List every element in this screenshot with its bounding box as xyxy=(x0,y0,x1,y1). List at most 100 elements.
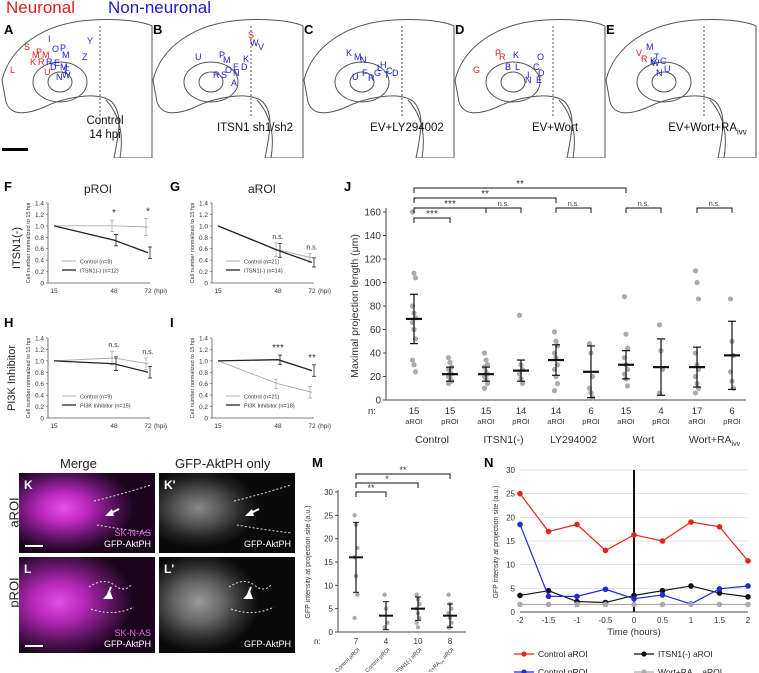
roi-label: pROI xyxy=(652,417,670,426)
legend-label: Control pROI xyxy=(538,667,588,673)
x-tick-label: -0.5 xyxy=(599,616,613,625)
sig-label: *** xyxy=(444,199,456,210)
marker-neuronal: G xyxy=(473,65,480,75)
data-point xyxy=(631,601,637,608)
legend-marker xyxy=(641,651,647,657)
significance: n.s. xyxy=(142,349,153,356)
embryo-eye xyxy=(485,61,541,103)
embryo-outline xyxy=(1,19,153,158)
marker-non-neuronal: B xyxy=(505,62,511,72)
data-point xyxy=(602,586,609,593)
data-point xyxy=(516,312,523,318)
label-lp-gfp: GFP-AktPH xyxy=(243,639,291,649)
x-tick-label: 72 xyxy=(144,288,152,295)
group-label-suffix: aROI xyxy=(441,647,456,662)
legend-label: PI3K Inhibitor (n=18) xyxy=(244,404,295,410)
x-unit: (hpi) xyxy=(154,423,167,430)
marker-non-neuronal: I xyxy=(48,34,51,44)
group-label: ITSN1(-) aROI xyxy=(394,647,424,672)
panel-label-j: J xyxy=(344,179,352,194)
group-label: ITSN1(-) xyxy=(483,434,523,446)
marker-non-neuronal: K xyxy=(346,48,352,58)
roi-label: aROI xyxy=(547,417,565,426)
y-tick-label: 1.4 xyxy=(35,336,44,343)
marker-non-neuronal: D xyxy=(241,62,248,72)
label-kp-gfp: GFP-AktPH xyxy=(243,539,291,549)
data-point xyxy=(621,294,628,300)
chart-g-title: aROI xyxy=(248,182,277,196)
chart-m: 0 5 10 15 20 25 30 GFP intensity at projection … xyxy=(305,465,466,672)
y-axis-label: Cell number normalized to 15 hpi xyxy=(26,338,32,419)
marker-non-neuronal: K xyxy=(243,54,249,64)
data-point xyxy=(445,380,452,387)
embryo-outline xyxy=(152,19,304,158)
embryo-line xyxy=(558,99,575,158)
n-value: 10 xyxy=(414,637,423,646)
marker-non-neuronal: G xyxy=(374,68,381,78)
marker-non-neuronal: R xyxy=(213,70,220,80)
roi-label: pROI xyxy=(723,417,741,426)
data-point xyxy=(483,357,489,363)
data-point xyxy=(446,592,451,597)
x-tick-label: 48 xyxy=(110,288,118,295)
legend-marker xyxy=(521,669,527,673)
marker-neuronal: U xyxy=(44,67,51,77)
group-label: Control xyxy=(415,434,449,446)
panel-label-g: G xyxy=(170,179,181,194)
data-point xyxy=(545,593,552,600)
embryo-outline xyxy=(605,19,757,158)
panel-label-n: N xyxy=(484,455,494,470)
y-tick-label: 0 xyxy=(40,416,44,423)
group-label: Wort xyxy=(633,434,655,446)
data-point xyxy=(631,595,637,602)
data-point xyxy=(517,601,523,608)
y-tick-label: 1.2 xyxy=(199,212,208,219)
panel-label-f: F xyxy=(4,179,12,194)
data-point xyxy=(553,338,559,344)
embryo-lens xyxy=(349,71,375,93)
series-line xyxy=(217,225,313,264)
data-point xyxy=(414,592,419,597)
marker-non-neuronal: E xyxy=(536,75,542,85)
pair-bracket xyxy=(555,207,592,213)
panel-label-l: L xyxy=(24,562,32,576)
embryo-b-caption: ITSN1 sh1/sh2 xyxy=(216,122,294,134)
n-label: n: xyxy=(368,406,376,417)
data-point xyxy=(415,625,421,630)
marker-non-neuronal: M xyxy=(223,55,231,65)
significance: n.s. xyxy=(108,342,119,349)
data-point xyxy=(659,601,666,608)
y-tick-label: 20 xyxy=(324,535,333,544)
marker-non-neuronal: P xyxy=(219,50,225,60)
marker-non-neuronal: U xyxy=(195,52,202,62)
marker-non-neuronal: T xyxy=(384,70,390,80)
marker-non-neuronal: D xyxy=(538,68,545,78)
y-axis-label: GFP intensity at projection site (a.u.) xyxy=(493,485,500,598)
y-tick-label: 0.8 xyxy=(199,370,208,377)
sig-label: ** xyxy=(516,179,524,190)
pair-sig: n.s. xyxy=(709,201,720,208)
marker-non-neuronal: L xyxy=(515,62,520,72)
y-tick-label: 10 xyxy=(506,561,515,570)
data-point xyxy=(745,583,751,589)
marker-non-neuronal: Z xyxy=(82,52,88,62)
y-tick-label: 1.2 xyxy=(35,347,44,354)
marker-non-neuronal: D xyxy=(392,68,399,78)
y-tick-label: 1.4 xyxy=(199,201,208,208)
pair-bracket xyxy=(696,207,733,213)
legend-marker xyxy=(521,651,527,657)
embryo-line xyxy=(105,99,122,158)
marker-non-neuronal: I xyxy=(527,70,530,80)
data-point xyxy=(382,592,387,597)
data-point xyxy=(409,357,416,363)
panel-label-c: C xyxy=(304,22,314,37)
sig-label: ** xyxy=(399,465,407,475)
n-value: 15 xyxy=(445,406,456,417)
y-tick-label: 30 xyxy=(324,488,333,497)
legend-label: ITSN1(-) (n=14) xyxy=(244,269,283,275)
marker-non-neuronal: V xyxy=(258,42,264,52)
n-value: 15 xyxy=(409,406,420,417)
legend-label: Control (n=21) xyxy=(244,260,279,266)
